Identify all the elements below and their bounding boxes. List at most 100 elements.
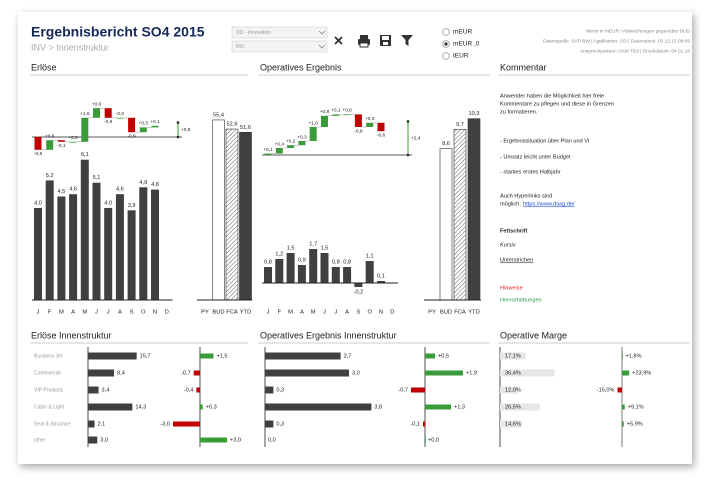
- bar: [139, 187, 148, 300]
- x-tick-label: FCA: [454, 310, 466, 316]
- total-bar: [225, 128, 239, 301]
- section-title: Operatives Ergebnis: [260, 62, 342, 72]
- data-label: 4,6: [69, 187, 77, 193]
- bar: [88, 420, 95, 428]
- radio-label[interactable]: mEUR ,0: [453, 41, 480, 48]
- filter-icon[interactable]: [401, 35, 413, 46]
- deviation-bar: [173, 421, 200, 427]
- bar: [80, 159, 89, 300]
- x-tick-label: D: [165, 310, 169, 316]
- data-label: +0,8: [320, 109, 330, 115]
- data-label: 2,7: [344, 353, 352, 359]
- x-tick-label: J: [37, 310, 40, 316]
- data-label: 4,0: [104, 200, 112, 206]
- deviation-bar: [622, 353, 623, 359]
- data-label: 1,5: [321, 245, 329, 251]
- data-label: 51,6: [240, 125, 251, 131]
- data-label: +0,0: [342, 108, 352, 114]
- radio-button[interactable]: [442, 28, 450, 36]
- deviation-label: +0,3: [206, 404, 217, 410]
- radio-label[interactable]: tEUR: [453, 53, 469, 60]
- data-label: 14,6%: [505, 421, 521, 427]
- data-label: 8,4: [117, 370, 125, 376]
- margin-bar: [500, 352, 526, 360]
- data-label: -0,8: [34, 151, 43, 157]
- x-tick-label: O: [141, 310, 146, 316]
- total-bar: [439, 148, 453, 301]
- bar: [320, 253, 329, 283]
- comment-link[interactable]: https://www.dsag.de/: [523, 201, 575, 207]
- radio-label[interactable]: mEUR: [453, 29, 472, 36]
- print-icon[interactable]: [358, 35, 370, 48]
- save-icon[interactable]: [380, 35, 391, 46]
- data-label: -0,6: [377, 132, 386, 138]
- x-tick-label: N: [379, 310, 383, 316]
- dropdown-text[interactable]: INV: [236, 44, 245, 50]
- data-label: 2,1: [98, 421, 106, 427]
- total-dot: [176, 121, 180, 124]
- x-tick-label: J: [323, 310, 326, 316]
- category-label: Cabin & Light: [34, 404, 65, 410]
- x-tick-label: YTD: [240, 310, 252, 316]
- bar: [354, 283, 363, 287]
- x-tick-label: S: [130, 310, 134, 316]
- x-tick-label: D: [390, 310, 394, 316]
- bar: [88, 436, 98, 444]
- comment-line: Kursiv: [500, 242, 517, 248]
- radio-button[interactable]: [442, 52, 450, 60]
- data-label: 17,1%: [505, 353, 521, 359]
- waterfall-bar: [93, 108, 100, 118]
- data-label: 1,2: [275, 251, 283, 257]
- data-label: 0,9: [298, 257, 306, 263]
- waterfall-bar: [275, 148, 283, 154]
- comment-line: Unterstrichen: [500, 257, 533, 263]
- x-tick-label: J: [334, 310, 337, 316]
- section-title: Kommentar: [500, 62, 547, 72]
- data-label: +0,2: [286, 138, 296, 144]
- dropdown[interactable]: OD - Innovation: [231, 26, 328, 39]
- data-label: 6,1: [81, 152, 89, 158]
- x-tick-label: BUD: [212, 310, 224, 316]
- clear-icon[interactable]: [334, 36, 343, 45]
- dropdown-text[interactable]: OD - Innovation: [236, 30, 271, 36]
- deviation-bar: [200, 437, 227, 443]
- data-label: 3,0: [100, 437, 108, 443]
- x-tick-label: YTD: [468, 310, 480, 316]
- bar: [265, 352, 341, 360]
- total-dot: [176, 135, 180, 139]
- bar: [34, 208, 42, 300]
- total-label: +2,4: [411, 135, 421, 141]
- waterfall-bar: [377, 122, 385, 132]
- bar: [88, 386, 99, 394]
- data-label: 36,4%: [505, 370, 521, 376]
- data-label: +0,6: [45, 133, 55, 139]
- margin-bar: [500, 403, 540, 411]
- data-label: +0,1: [331, 108, 341, 114]
- deviation-bar: [617, 387, 622, 393]
- deviation-bar: [193, 370, 200, 376]
- data-label: 10,3: [469, 111, 480, 117]
- comment-line: zu formatieren.: [500, 109, 538, 115]
- data-label: 0,3: [276, 387, 284, 393]
- x-tick-label: J: [107, 310, 110, 316]
- data-label: +0,3: [139, 121, 149, 127]
- dropdown[interactable]: INV: [231, 40, 328, 53]
- data-label: 4,6: [116, 187, 124, 193]
- deviation-bar: [196, 387, 200, 393]
- comment-line: Hinweise: [500, 285, 523, 291]
- deviation-bar: [200, 353, 214, 359]
- section-title: Operatives Ergebnis Innenstruktur: [260, 330, 397, 340]
- x-tick-label: FCA: [226, 310, 238, 316]
- bar: [88, 369, 115, 377]
- deviation-bar: [423, 421, 425, 427]
- comment-line: - Umsatz leicht unter Budget: [500, 154, 571, 160]
- bar: [69, 194, 78, 300]
- deviation-label: -3,0: [160, 421, 170, 427]
- deviation-label: -0,7: [398, 387, 408, 393]
- waterfall-bar: [298, 141, 306, 146]
- comment-line: Fettschrift: [500, 228, 527, 234]
- bar: [265, 369, 349, 377]
- total-bar: [212, 119, 225, 301]
- total-bar: [467, 118, 481, 301]
- x-tick-label: J: [267, 310, 270, 316]
